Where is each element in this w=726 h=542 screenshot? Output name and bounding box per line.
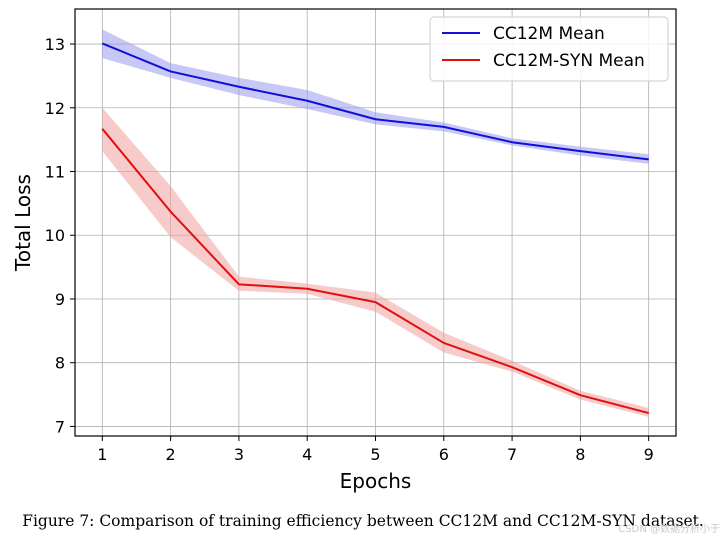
y-tick-label: 10 (45, 226, 65, 245)
legend-box (429, 16, 669, 82)
x-tick-label: 7 (507, 445, 517, 464)
x-tick-label: 1 (97, 445, 107, 464)
x-axis-label: Epochs (340, 469, 412, 493)
y-tick-label: 13 (45, 35, 65, 54)
y-tick-label: 12 (45, 99, 65, 118)
y-tick-label: 9 (55, 290, 65, 309)
x-tick-label: 8 (575, 445, 585, 464)
x-tick-label: 2 (166, 445, 176, 464)
y-tick-label: 11 (45, 163, 65, 182)
x-tick-label: 3 (234, 445, 244, 464)
figure-caption: Figure 7: Comparison of training efficie… (22, 512, 704, 530)
x-tick-label: 5 (370, 445, 380, 464)
x-tick-label: 4 (302, 445, 312, 464)
x-tick-label: 9 (644, 445, 654, 464)
watermark: CSDN @数据分析小于 (618, 524, 720, 535)
series-2-line (101, 128, 649, 415)
y-tick-label: 8 (55, 354, 65, 373)
series-lines (101, 42, 649, 415)
series-2-band (102, 107, 649, 417)
series-1-line (101, 42, 649, 161)
legend-entry-2: CC12M-SYN Mean (493, 51, 645, 71)
confidence-bands (102, 29, 649, 417)
series-1-band (102, 29, 649, 164)
legend: CC12M Mean CC12M-SYN Mean (429, 16, 669, 82)
y-tick-label: 7 (55, 417, 65, 436)
y-axis-label: Total Loss (11, 174, 35, 272)
legend-entry-1: CC12M Mean (493, 24, 605, 44)
x-tick-label: 6 (439, 445, 449, 464)
